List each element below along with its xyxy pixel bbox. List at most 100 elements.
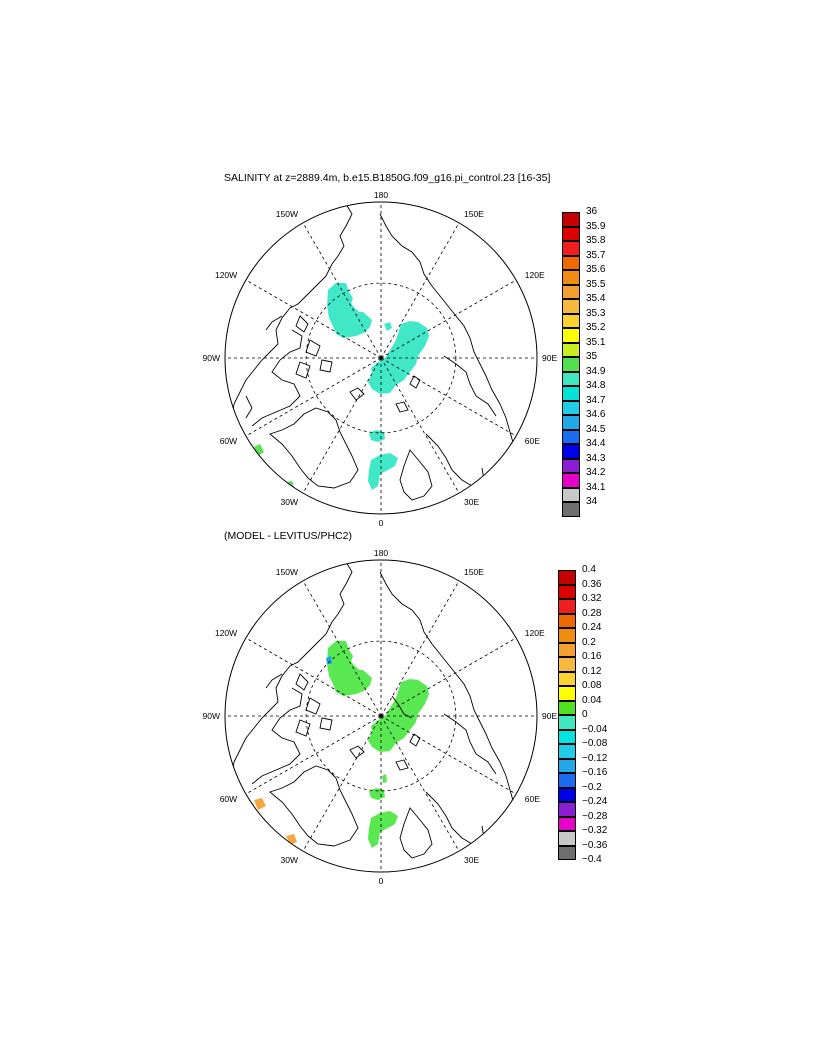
data-patch bbox=[326, 656, 332, 664]
panel-1-colorbar: 36 35.9 35.8 35.7 35.6 35.5 35.4 35.3 35.2 35.1 35… bbox=[562, 207, 620, 529]
lon-label: 180 bbox=[374, 548, 388, 558]
meridian-line bbox=[245, 279, 382, 359]
colorbar-tick-label: 34 bbox=[586, 496, 598, 507]
lon-label: 60W bbox=[220, 436, 237, 446]
lon-label: 60E bbox=[525, 436, 540, 446]
colorbar-tick-label: 35.1 bbox=[586, 336, 606, 348]
lon-label: 30W bbox=[281, 497, 298, 507]
meridian-line bbox=[302, 715, 382, 852]
lon-label: 150W bbox=[276, 567, 298, 577]
coastline bbox=[399, 807, 433, 859]
colorbar-segment bbox=[558, 700, 576, 715]
data-patch bbox=[254, 444, 264, 456]
colorbar-tick-label: 34.5 bbox=[586, 423, 606, 435]
colorbar-tick-label: 34.4 bbox=[586, 438, 606, 449]
lon-label: 120W bbox=[215, 628, 237, 638]
lon-label: 30E bbox=[464, 497, 479, 507]
lon-label: 90E bbox=[542, 711, 557, 721]
data-patch bbox=[327, 641, 372, 696]
panel-2-graticule bbox=[225, 560, 537, 872]
colorbar-tick-label: 34.1 bbox=[586, 481, 606, 493]
meridian-line bbox=[302, 580, 382, 717]
colorbar-segment bbox=[558, 816, 576, 831]
meridian-line bbox=[380, 279, 517, 359]
colorbar-segment bbox=[562, 284, 580, 299]
coastline bbox=[379, 213, 515, 447]
colorbar-segment bbox=[558, 744, 576, 759]
coastline bbox=[265, 673, 283, 689]
colorbar-tick-label: −0.08 bbox=[582, 738, 608, 749]
colorbar-tick-label: 35.6 bbox=[586, 264, 606, 275]
lon-label: 60W bbox=[220, 794, 237, 804]
coastline bbox=[399, 449, 433, 501]
colorbar-segment bbox=[558, 729, 576, 744]
meridian-line bbox=[245, 637, 382, 717]
colorbar-tick-label: 34.3 bbox=[586, 452, 606, 464]
lon-label: 0 bbox=[379, 876, 384, 886]
colorbar-segment bbox=[558, 613, 576, 628]
coastline bbox=[379, 571, 515, 805]
colorbar-segment bbox=[558, 657, 576, 672]
colorbar-tick-label: 0.16 bbox=[582, 651, 602, 662]
colorbar-segment bbox=[558, 802, 576, 817]
meridian-line bbox=[380, 637, 517, 717]
panel-2-map: 180 150E 120E 90E 60E 30E 0 30W 60W 90W 120W 150W bbox=[203, 548, 558, 886]
meridian-line bbox=[380, 715, 517, 795]
colorbar-segment bbox=[562, 328, 580, 343]
coastline bbox=[295, 673, 309, 691]
coastline bbox=[319, 359, 333, 373]
colorbar-tick-label: 34.6 bbox=[586, 409, 606, 420]
lon-label: 120E bbox=[525, 270, 545, 280]
colorbar-tick-label: −0.24 bbox=[582, 796, 608, 807]
colorbar-segment bbox=[562, 487, 580, 502]
colorbar-segment bbox=[562, 357, 580, 372]
lon-label: 120E bbox=[525, 628, 545, 638]
colorbar-tick-label: 35.9 bbox=[586, 220, 606, 232]
colorbar-segment bbox=[558, 773, 576, 788]
colorbar-segment bbox=[562, 371, 580, 386]
data-patch bbox=[286, 834, 297, 845]
colorbar-tick-label: 0.28 bbox=[582, 607, 602, 619]
coastline bbox=[395, 401, 409, 413]
colorbar-tick-label: 34.8 bbox=[586, 380, 606, 391]
lon-label: 30E bbox=[464, 855, 479, 865]
colorbar-segment bbox=[558, 599, 576, 614]
colorbar-tick-label: −0.32 bbox=[582, 825, 608, 836]
colorbar-tick-label: 0.12 bbox=[582, 665, 602, 677]
colorbar-tick-label: 35.5 bbox=[586, 278, 606, 290]
colorbar-tick-label: −0.36 bbox=[582, 839, 608, 851]
colorbar-tick-label: 35.2 bbox=[586, 322, 606, 333]
coastline bbox=[265, 315, 283, 331]
colorbar-segment bbox=[558, 642, 576, 657]
colorbar-tick-label: 36 bbox=[586, 206, 598, 217]
coastline bbox=[319, 717, 333, 731]
colorbar-tick-label: 0.2 bbox=[582, 636, 596, 648]
coastline bbox=[269, 765, 359, 847]
data-patch bbox=[368, 679, 429, 752]
coastline bbox=[425, 433, 485, 487]
colorbar-segment bbox=[562, 415, 580, 430]
panel-1-graticule bbox=[225, 202, 537, 514]
colorbar-tick-label: 0.24 bbox=[582, 622, 602, 633]
panel-1-map: 180 150E 120E 90E 60E 30E 0 30W 60W 90W 120W 150W bbox=[203, 190, 558, 528]
coastline bbox=[305, 339, 321, 357]
colorbar-segment bbox=[558, 686, 576, 701]
colorbar-segment bbox=[562, 270, 580, 285]
lon-label: 0 bbox=[379, 518, 384, 528]
data-patch bbox=[368, 811, 398, 848]
panel-1-title: SALINITY at z=2889.4m, b.e15.B1850G.f09_… bbox=[224, 172, 551, 184]
colorbar-segment bbox=[558, 584, 576, 599]
coastline bbox=[245, 395, 253, 419]
lon-label: 30W bbox=[281, 855, 298, 865]
colorbar-segment bbox=[562, 342, 580, 357]
colorbar-segment bbox=[562, 226, 580, 241]
panel-2-colorbar: 0.4 0.36 0.32 0.28 0.24 0.2 0.16 0.12 0.08 0.04 0 −… bbox=[558, 565, 616, 872]
coastline bbox=[395, 759, 409, 771]
colorbar-tick-label: −0.4 bbox=[582, 854, 602, 865]
colorbar-tick-label: −0.04 bbox=[582, 723, 608, 735]
meridian-line bbox=[380, 357, 460, 494]
coastline bbox=[269, 407, 359, 489]
panel-2-boundary bbox=[224, 559, 538, 873]
meridian-line bbox=[245, 715, 382, 795]
